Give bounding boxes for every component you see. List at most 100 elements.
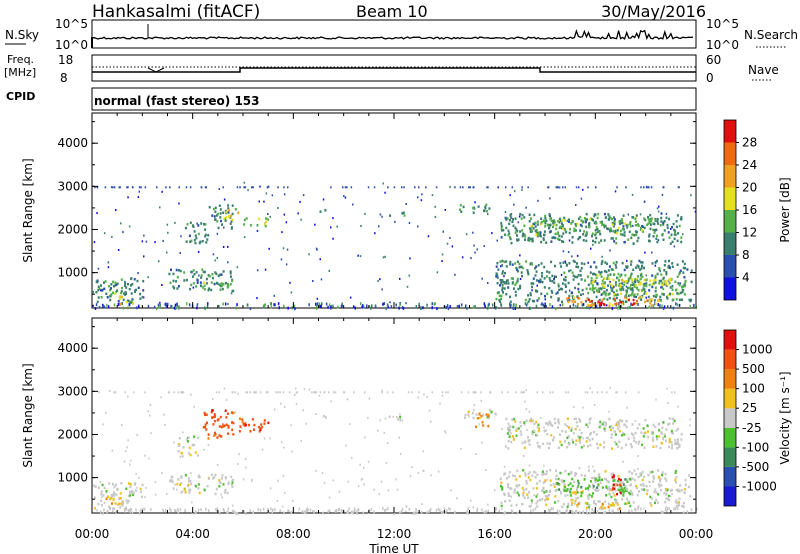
data-cell bbox=[552, 439, 554, 442]
data-cell bbox=[487, 414, 490, 417]
speck bbox=[488, 302, 490, 306]
colorbar-tick-label: -25 bbox=[742, 421, 762, 435]
speck bbox=[575, 186, 578, 189]
speck bbox=[399, 277, 401, 280]
speck bbox=[159, 206, 161, 209]
data-cell bbox=[106, 296, 109, 299]
speck bbox=[658, 205, 660, 208]
speck bbox=[551, 305, 554, 309]
speck bbox=[285, 263, 288, 266]
data-cell bbox=[614, 263, 617, 267]
speck bbox=[466, 509, 468, 513]
data-cell bbox=[505, 218, 508, 221]
data-cell bbox=[614, 229, 617, 233]
speck bbox=[616, 391, 618, 394]
speck bbox=[589, 387, 591, 390]
data-cell bbox=[651, 438, 654, 441]
data-cell bbox=[624, 300, 627, 303]
speck bbox=[461, 256, 464, 259]
data-cell bbox=[523, 496, 526, 499]
data-cell bbox=[482, 413, 485, 417]
data-cell bbox=[619, 283, 622, 287]
speck bbox=[386, 391, 389, 394]
data-cell bbox=[530, 417, 533, 420]
x-tick-label: 12:00 bbox=[377, 527, 412, 541]
speck bbox=[401, 306, 404, 309]
data-cell bbox=[671, 262, 674, 265]
data-cell bbox=[219, 216, 222, 219]
data-cell bbox=[657, 423, 660, 426]
data-cell bbox=[565, 230, 568, 234]
data-cell bbox=[603, 441, 606, 444]
data-cell bbox=[510, 487, 513, 490]
speck bbox=[139, 508, 142, 512]
speck bbox=[257, 508, 260, 512]
data-cell bbox=[525, 488, 528, 491]
speck bbox=[290, 424, 292, 427]
speck bbox=[304, 511, 307, 515]
speck bbox=[124, 509, 126, 513]
speck bbox=[371, 304, 373, 308]
data-cell bbox=[635, 286, 638, 289]
speck bbox=[144, 391, 146, 394]
speck bbox=[342, 186, 344, 189]
data-cell bbox=[201, 268, 204, 271]
data-cell bbox=[231, 218, 234, 221]
data-cell bbox=[654, 219, 657, 222]
data-cell bbox=[552, 225, 554, 229]
data-cell bbox=[657, 493, 660, 496]
data-cell bbox=[201, 240, 204, 243]
data-cell bbox=[130, 292, 133, 295]
data-cell bbox=[214, 431, 216, 435]
data-cell bbox=[527, 496, 530, 499]
speck bbox=[487, 503, 489, 506]
data-cell bbox=[576, 491, 579, 494]
data-cell bbox=[611, 502, 614, 505]
data-cell bbox=[226, 412, 229, 415]
speck bbox=[497, 186, 499, 189]
data-cell bbox=[594, 229, 597, 232]
speck bbox=[408, 507, 411, 511]
speck bbox=[673, 507, 675, 511]
speck bbox=[99, 481, 102, 483]
colorbar-title: Power [dB] bbox=[778, 177, 792, 242]
speck bbox=[547, 508, 550, 512]
speck bbox=[124, 280, 126, 283]
speck bbox=[355, 510, 358, 514]
data-cell bbox=[242, 423, 245, 426]
data-cell bbox=[113, 491, 115, 494]
speck bbox=[332, 391, 335, 394]
data-cell bbox=[598, 270, 601, 274]
data-cell bbox=[675, 481, 677, 484]
data-cell bbox=[669, 277, 672, 281]
speck bbox=[676, 507, 679, 510]
speck bbox=[344, 196, 347, 199]
data-cell bbox=[660, 220, 663, 223]
speck bbox=[277, 479, 279, 482]
data-cell bbox=[661, 292, 664, 296]
data-cell bbox=[527, 238, 530, 242]
speck bbox=[475, 453, 477, 456]
data-cell bbox=[616, 483, 619, 487]
data-cell bbox=[617, 475, 620, 478]
data-cell bbox=[205, 282, 208, 285]
speck bbox=[269, 437, 271, 440]
data-cell bbox=[249, 224, 252, 227]
speck bbox=[92, 304, 94, 307]
data-cell bbox=[585, 225, 588, 229]
speck bbox=[586, 512, 588, 515]
speck bbox=[430, 474, 432, 477]
data-cell bbox=[648, 289, 651, 292]
data-cell bbox=[669, 242, 672, 245]
data-cell bbox=[217, 274, 220, 278]
data-cell bbox=[193, 230, 196, 233]
speck bbox=[196, 222, 198, 225]
data-cell bbox=[541, 272, 543, 275]
data-cell bbox=[563, 271, 566, 274]
freq-tick-top: 18 bbox=[58, 53, 73, 67]
data-cell bbox=[637, 280, 640, 283]
speck bbox=[197, 250, 200, 253]
speck bbox=[513, 306, 515, 310]
speck bbox=[663, 305, 666, 309]
data-cell bbox=[629, 276, 632, 280]
